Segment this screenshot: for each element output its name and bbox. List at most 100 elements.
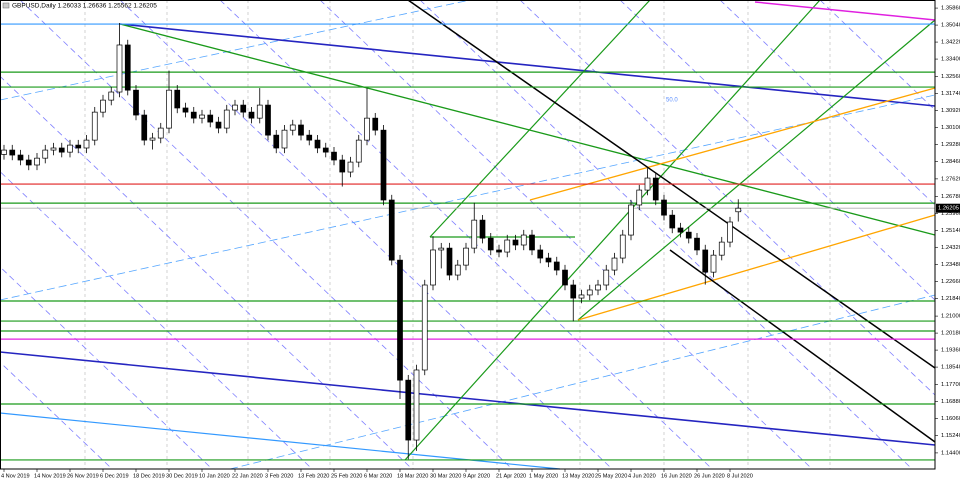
candle-body — [17, 154, 24, 161]
x-tick-label: 21 Apr 2020 — [496, 473, 526, 479]
y-tick-label: 1.27620 — [941, 176, 960, 182]
candle-body — [372, 117, 379, 131]
x-tick-label: 22 Jan 2020 — [232, 473, 263, 479]
candle-body — [454, 264, 461, 276]
candle-body — [215, 121, 222, 129]
candle-body — [108, 91, 115, 101]
fan-line — [0, 170, 311, 468]
candle-body — [58, 147, 65, 153]
y-tick-label: 1.28460 — [941, 159, 960, 165]
candle-body — [537, 249, 544, 259]
y-tick-label: 1.20180 — [941, 331, 960, 337]
candle-body — [83, 139, 90, 149]
y-tick-label: 1.21000 — [941, 314, 960, 320]
channel-line — [0, 0, 471, 101]
candle-body — [413, 369, 420, 441]
candle-body — [669, 214, 676, 229]
y-tick-label: 1.29280 — [941, 142, 960, 148]
candle-body — [149, 137, 156, 141]
y-tick-label: 1.33400 — [941, 57, 960, 63]
candle-body — [124, 44, 131, 91]
candle-body — [100, 99, 106, 113]
candle-body — [166, 89, 172, 129]
candle-body — [289, 124, 296, 131]
x-tick-label: 6 Mar 2020 — [364, 473, 392, 479]
candle-body — [496, 249, 502, 253]
candle-body — [157, 127, 164, 139]
y-tick-label: 1.17700 — [941, 382, 960, 388]
trendline — [119, 23, 936, 236]
candle-body — [174, 89, 181, 109]
candle-body — [298, 124, 304, 136]
x-tick-label: 3 Feb 2020 — [265, 473, 293, 479]
x-tick-label: 4 Jun 2020 — [628, 473, 656, 479]
candle-body — [141, 114, 148, 141]
y-tick-label: 1.15240 — [941, 433, 960, 439]
candle-body — [545, 257, 552, 263]
candle-body — [446, 247, 453, 276]
x-tick-label: 13 May 2020 — [562, 473, 594, 479]
candle-body — [628, 204, 634, 236]
candle-body — [256, 104, 263, 119]
candle-body — [430, 249, 436, 286]
x-tick-label: 14 Nov 2019 — [34, 473, 66, 479]
candle-body — [1, 149, 7, 155]
annotation: 50.0 — [666, 98, 678, 104]
channel-line — [229, 294, 936, 470]
trendline — [119, 23, 936, 107]
candle-body — [364, 117, 370, 141]
candle-body — [314, 139, 321, 149]
candle-body — [529, 234, 535, 251]
candle-body — [306, 134, 313, 141]
candle-body — [405, 379, 412, 441]
candle-body — [611, 257, 618, 271]
candle-body — [644, 177, 651, 191]
x-tick-label: 26 Nov 2019 — [67, 473, 99, 479]
candle-body — [603, 269, 610, 286]
candle-body — [694, 237, 700, 251]
symbol-icon — [2, 2, 10, 9]
candle-body — [116, 44, 123, 93]
y-tick-label: 1.31740 — [941, 91, 960, 97]
candle-body — [182, 107, 189, 113]
last-price-box — [936, 203, 960, 213]
candle-body — [223, 109, 230, 129]
y-tick-label: 1.30920 — [941, 108, 960, 114]
x-tick-label: 26 Jun 2020 — [694, 473, 725, 479]
y-tick-label: 1.34220 — [941, 40, 960, 46]
fan-line — [819, 0, 936, 111]
candle-body — [207, 114, 214, 123]
trendline — [577, 214, 936, 321]
fan-line — [619, 0, 936, 301]
y-tick-label: 1.23480 — [941, 262, 960, 268]
fan-line — [19, 0, 511, 468]
candle-body — [91, 111, 98, 141]
x-tick-label: 25 Feb 2020 — [331, 473, 362, 479]
candle-body — [735, 207, 742, 213]
x-tick-label: 16 Jun 2020 — [661, 473, 692, 479]
candle-body — [339, 159, 346, 173]
fan-line — [0, 266, 211, 468]
candle-body — [578, 294, 585, 299]
candle-body — [322, 147, 329, 153]
candle-body — [619, 234, 626, 259]
y-tick-label: 1.35040 — [941, 23, 960, 29]
candle-body — [50, 147, 57, 151]
candle-body — [562, 269, 568, 286]
y-tick-label: 1.19360 — [941, 348, 960, 354]
x-tick-label: 30 Mar 2020 — [430, 473, 461, 479]
candle-body — [702, 249, 709, 273]
candle-body — [380, 129, 387, 201]
y-tick-label: 1.30100 — [941, 125, 960, 131]
candle-body — [586, 289, 593, 296]
fan-line — [119, 0, 611, 468]
candle-body — [595, 284, 601, 291]
fan-line — [419, 0, 911, 468]
candle-body — [25, 159, 32, 166]
candle-body — [520, 234, 527, 246]
channel-line — [0, 94, 936, 301]
y-tick-label: 1.16060 — [941, 416, 960, 422]
candle-body — [75, 144, 82, 149]
candle-body — [232, 104, 238, 111]
candle-body — [677, 227, 684, 233]
